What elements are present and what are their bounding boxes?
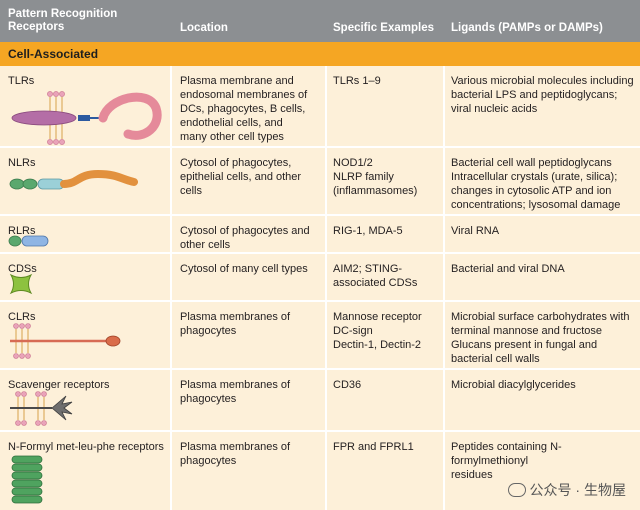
table-row: CDSs Cytosol of many cell types AIM2; ST… <box>0 254 640 302</box>
header-examples: Specific Examples <box>333 22 434 34</box>
table-row: Scavenger receptors Plasma membranes of … <box>0 370 640 432</box>
table-header: Pattern Recognition Receptors Location S… <box>0 0 640 42</box>
clr-receptor-icon <box>10 323 121 359</box>
table-row: N-Formyl met-leu-phe receptors Plasma me… <box>0 432 640 510</box>
examples-text: FPR and FPRL1 <box>333 441 414 453</box>
table-row: RLRs Cytosol of phagocytes and other cel… <box>0 216 640 254</box>
column-divider <box>170 66 172 510</box>
receptor-name: NLRs <box>8 157 36 169</box>
ligands-text: Microbial diacylglycerides <box>451 379 576 391</box>
watermark-text: 公众号 · 生物屋 <box>529 482 626 498</box>
examples-text: TLRs 1–9 <box>333 75 381 87</box>
section-cell-associated: Cell-Associated <box>0 42 640 66</box>
ligands-text: Various microbial molecules including ba… <box>451 75 634 115</box>
formyl-receptor-icon <box>11 455 43 504</box>
rlr-receptor-icon <box>8 235 49 247</box>
location-text: Cytosol of phagocytes, epithelial cells,… <box>180 157 302 197</box>
receptor-name: RLRs <box>8 225 36 237</box>
location-text: Plasma membranes of phagocytes <box>180 379 291 405</box>
location-text: Plasma membrane and endosomal membranes … <box>180 75 308 143</box>
header-receptors: Pattern Recognition Receptors <box>8 8 118 33</box>
table-row: TLRs Plasma membrane and endosomal membr… <box>0 66 640 148</box>
receptor-name: CLRs <box>8 311 36 323</box>
watermark: 公众号 · 生物屋 <box>507 480 626 500</box>
header-ligands: Ligands (PAMPs or DAMPs) <box>451 22 603 34</box>
examples-text: AIM2; STING- associated CDSs <box>333 263 418 289</box>
scavenger-receptor-icon <box>10 391 73 426</box>
column-divider <box>443 66 445 510</box>
ligands-text: Bacterial and viral DNA <box>451 263 565 275</box>
section-label: Cell-Associated <box>8 47 99 61</box>
ligands-text: Viral RNA <box>451 225 500 237</box>
examples-text: Mannose receptor DC-sign Dectin-1, Decti… <box>333 311 422 351</box>
ligands-text: Bacterial cell wall peptidoglycans Intra… <box>451 157 621 211</box>
examples-text: RIG-1, MDA-5 <box>333 225 403 237</box>
receptor-name: N-Formyl met-leu-phe receptors <box>8 441 164 453</box>
nlr-receptor-icon <box>9 170 138 190</box>
location-text: Plasma membranes of phagocytes <box>180 441 291 467</box>
table-row: CLRs Plasma membranes of phagocytes Mann… <box>0 302 640 370</box>
cds-receptor-icon <box>9 273 33 295</box>
wechat-icon <box>507 483 526 497</box>
receptor-name: Scavenger receptors <box>8 379 110 391</box>
tlr-receptor-icon <box>11 91 162 145</box>
receptor-name: CDSs <box>8 263 37 275</box>
location-text: Cytosol of phagocytes and other cells <box>180 225 310 251</box>
column-divider <box>325 66 327 510</box>
header-location: Location <box>180 22 228 34</box>
table-row: NLRs Cytosol of phagocytes, epithelial c… <box>0 148 640 216</box>
examples-text: NOD1/2 NLRP family (inflammasomes) <box>333 157 418 197</box>
location-text: Plasma membranes of phagocytes <box>180 311 291 337</box>
examples-text: CD36 <box>333 379 362 391</box>
ligands-text: Microbial surface carbohydrates with ter… <box>451 311 630 365</box>
location-text: Cytosol of many cell types <box>180 263 308 275</box>
receptor-name: TLRs <box>8 75 35 87</box>
ligands-text: Peptides containing N-formylmethionyl re… <box>451 441 562 481</box>
